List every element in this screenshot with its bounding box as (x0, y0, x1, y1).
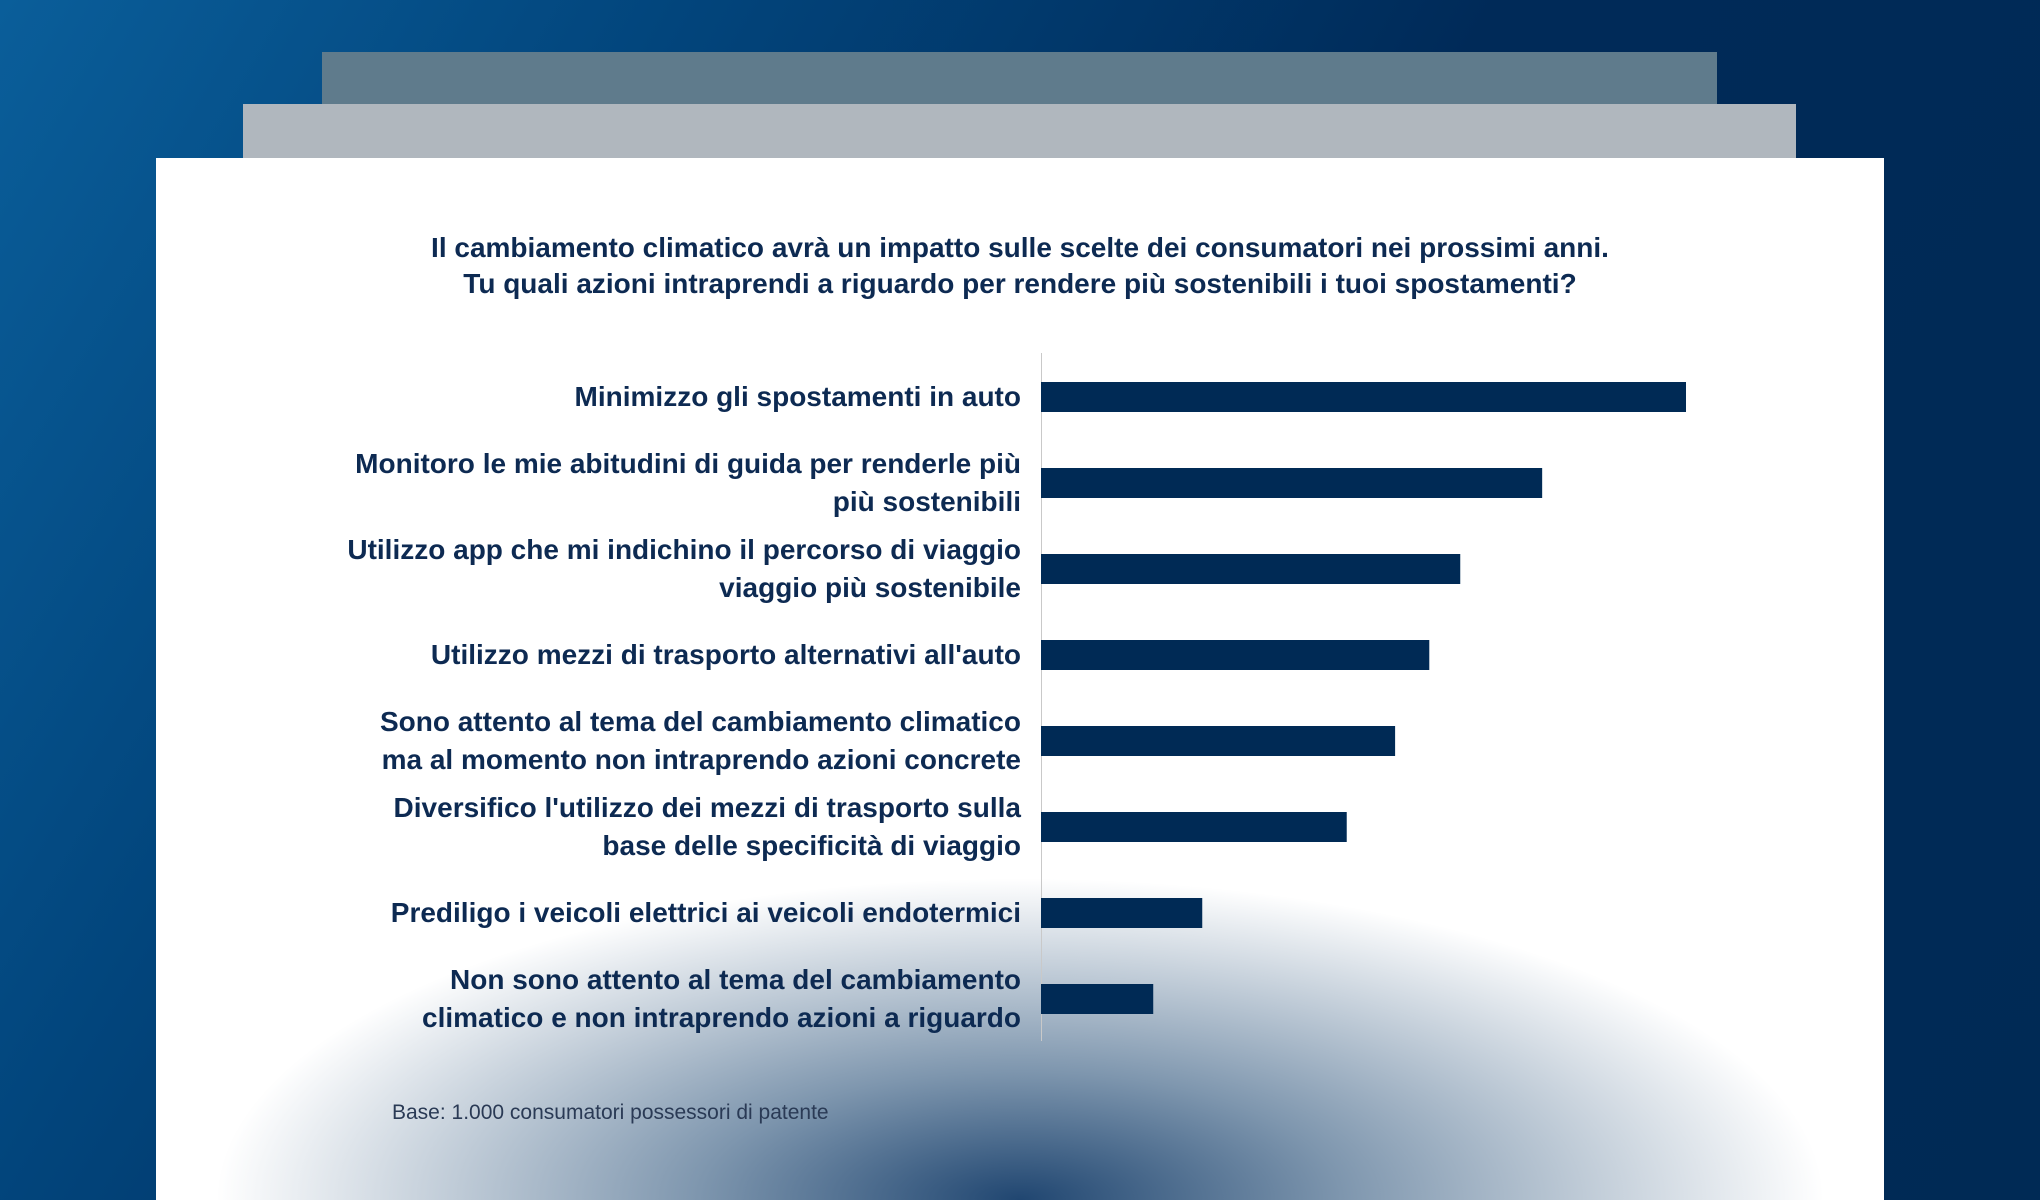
category-label-line: base delle specificità di viaggio (602, 830, 1021, 861)
chart-card: Il cambiamento climatico avrà un impatto… (156, 158, 1884, 1200)
category-label-line: Non sono attento al tema del cambiamento (450, 964, 1021, 995)
category-label-line: Diversifico l'utilizzo dei mezzi di tras… (393, 792, 1021, 823)
category-label-line: Sono attento al tema del cambiamento cli… (379, 706, 1021, 737)
category-label-6: Diversifico l'utilizzo dei mezzi di tras… (394, 789, 1021, 865)
bar-7 (1041, 898, 1203, 928)
category-axis-line (1041, 353, 1042, 1041)
background-sheet-middle (243, 104, 1796, 164)
category-label-5: Sono attento al tema del cambiamento cli… (380, 703, 1021, 779)
category-label-4: Utilizzo mezzi di trasporto alternativi … (431, 636, 1021, 674)
category-label-line: viaggio più sostenibile (719, 572, 1021, 603)
bar-5 (1041, 726, 1396, 756)
category-label-line: Monitoro le mie abitudini di guida per r… (355, 448, 1021, 479)
chart-title: Il cambiamento climatico avrà un impatto… (156, 230, 1884, 302)
category-label-1: Minimizzo gli spostamenti in auto (575, 378, 1021, 416)
category-label-line: Utilizzo mezzi di trasporto alternativi … (430, 639, 1021, 670)
bottom-glow (216, 798, 1824, 1200)
background-sheet-rear (322, 52, 1717, 112)
category-label-3: Utilizzo app che mi indichino il percors… (347, 531, 1021, 607)
category-label-8: Non sono attento al tema del cambiamento… (422, 961, 1021, 1037)
category-label-line: Minimizzo gli spostamenti in auto (574, 381, 1021, 412)
title-line-2: Tu quali azioni intraprendi a riguardo p… (463, 268, 1577, 299)
bar-3 (1041, 554, 1461, 584)
bar-8 (1041, 984, 1154, 1014)
category-label-line: Prediligo i veicoli elettrici ai veicoli… (390, 897, 1021, 928)
bar-1 (1041, 382, 1686, 412)
bars-layer (1041, 382, 1686, 1014)
title-line-1: Il cambiamento climatico avrà un impatto… (431, 232, 1609, 263)
category-label-7: Prediligo i veicoli elettrici ai veicoli… (391, 894, 1021, 932)
category-label-line: Utilizzo app che mi indichino il percors… (347, 534, 1021, 565)
category-label-line: più sostenibili (832, 486, 1021, 517)
bar-2 (1041, 468, 1543, 498)
bar-4 (1041, 640, 1430, 670)
category-label-2: Monitoro le mie abitudini di guida per r… (355, 445, 1021, 521)
footnote: Base: 1.000 consumatori possessori di pa… (392, 1101, 829, 1124)
bar-6 (1041, 812, 1347, 842)
category-label-line: ma al momento non intraprendo azioni con… (381, 744, 1021, 775)
category-label-line: climatico e non intraprendo azioni a rig… (422, 1002, 1021, 1033)
